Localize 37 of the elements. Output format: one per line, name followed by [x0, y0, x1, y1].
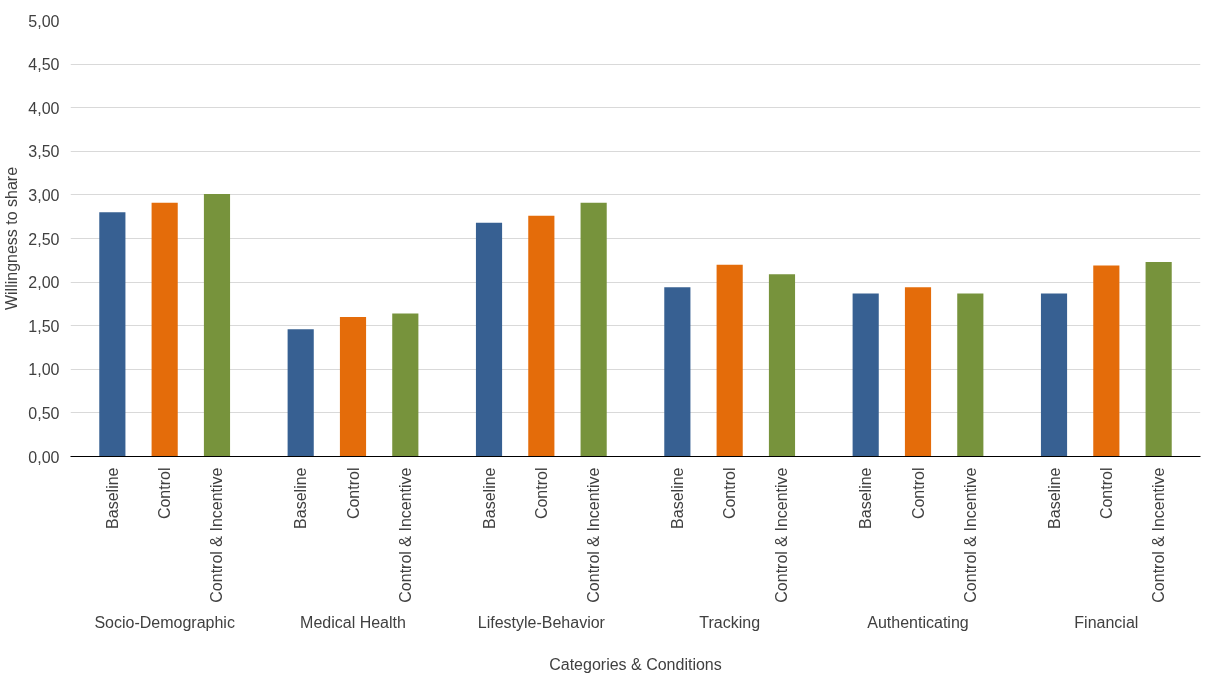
x-tick-label: Control & Incentive: [585, 467, 603, 603]
x-tick-label: Control & Incentive: [961, 467, 979, 603]
x-tick-label: Control & Incentive: [1150, 467, 1168, 603]
x-tick-label: Baseline: [292, 467, 310, 529]
y-tick-label: 4,50: [28, 56, 60, 74]
y-tick-label: 5,00: [28, 12, 60, 30]
text: Tracking: [699, 613, 761, 631]
y-axis-title: Willingness to share: [3, 166, 21, 311]
x-tick-label: Control & Incentive: [396, 467, 414, 603]
x-tick-label: Control: [344, 467, 362, 520]
y-tick-label: 2,50: [28, 230, 60, 248]
y-tick-label: 4,00: [28, 99, 60, 117]
x-tick-label: Control: [532, 467, 550, 520]
text: Medical Health: [300, 613, 406, 631]
x-tick-label: Baseline: [103, 467, 121, 529]
y-tick-label: 1,00: [28, 361, 60, 379]
text: Authenticating: [867, 613, 969, 631]
x-tick-label: Control: [1097, 467, 1115, 520]
y-tick-label: 3,50: [28, 143, 60, 161]
x-tick-label: Control & Incentive: [208, 467, 226, 603]
text: Financial: [1074, 613, 1139, 631]
y-tick-label: 3,00: [28, 186, 60, 204]
x-tick-label: Control: [909, 467, 927, 520]
y-tick-label: 0,50: [28, 404, 60, 422]
y-tick-label: 2,00: [28, 274, 60, 292]
x-tick-label: Baseline: [857, 467, 875, 529]
y-tick-label: 0,00: [28, 448, 60, 466]
x-tick-label: Control: [721, 467, 739, 520]
x-tick-label: Control & Incentive: [773, 467, 791, 603]
x-tick-label: Baseline: [480, 467, 498, 529]
text: Socio-Demographic: [94, 613, 235, 631]
y-tick-label: 1,50: [28, 317, 60, 335]
x-tick-label: Baseline: [1045, 467, 1063, 529]
x-axis-title: Categories & Conditions: [549, 655, 722, 673]
x-tick-label: Baseline: [668, 467, 686, 529]
x-tick-label: Control: [156, 467, 174, 520]
text: Lifestyle-Behavior: [477, 613, 606, 631]
